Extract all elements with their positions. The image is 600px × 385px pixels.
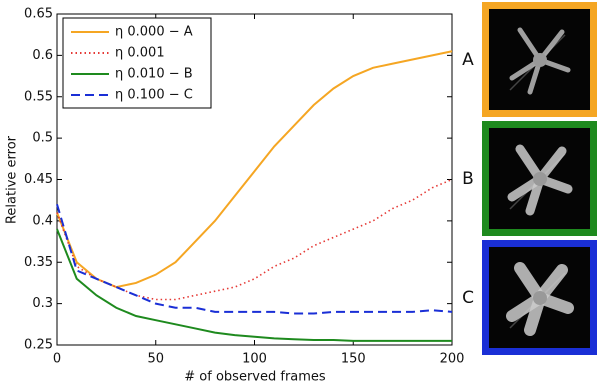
y-tick-label: 0.25 bbox=[24, 338, 53, 353]
x-tick-label: 50 bbox=[147, 352, 164, 367]
x-tick-label: 150 bbox=[341, 352, 366, 367]
legend-label: η 0.100 − C bbox=[115, 88, 193, 103]
line bbox=[56, 178, 453, 301]
legend-label: η 0.010 − B bbox=[115, 67, 193, 82]
y-tick-label: 0.3 bbox=[32, 296, 53, 311]
y-tick-label: 0.6 bbox=[32, 48, 53, 63]
x-tick-label: 100 bbox=[242, 352, 267, 367]
x-tick-label: 200 bbox=[440, 352, 465, 367]
panels: A B C bbox=[462, 2, 597, 355]
legend-label: η 0.000 − A bbox=[115, 25, 193, 40]
panel-shape bbox=[533, 291, 547, 305]
panel-label: A bbox=[462, 50, 474, 70]
y-tick-label: 0.35 bbox=[24, 255, 53, 270]
line bbox=[56, 50, 453, 289]
line bbox=[56, 228, 452, 342]
panel-label: C bbox=[462, 288, 474, 308]
panel-shape bbox=[533, 53, 547, 67]
line bbox=[56, 204, 453, 315]
y-tick-label: 0.55 bbox=[24, 89, 53, 104]
x-tick-label: 0 bbox=[53, 352, 61, 367]
x-axis-label: # of observed frames bbox=[184, 370, 326, 385]
y-tick-label: 0.45 bbox=[24, 172, 53, 187]
y-tick-label: 0.4 bbox=[32, 213, 53, 228]
panel-shape bbox=[533, 172, 547, 186]
y-axis-label: Relative error bbox=[5, 135, 20, 224]
y-tick-label: 0.5 bbox=[32, 131, 53, 146]
panel-label: B bbox=[462, 169, 474, 189]
legend-label: η 0.001 bbox=[115, 46, 165, 61]
y-tick-label: 0.65 bbox=[24, 7, 53, 22]
